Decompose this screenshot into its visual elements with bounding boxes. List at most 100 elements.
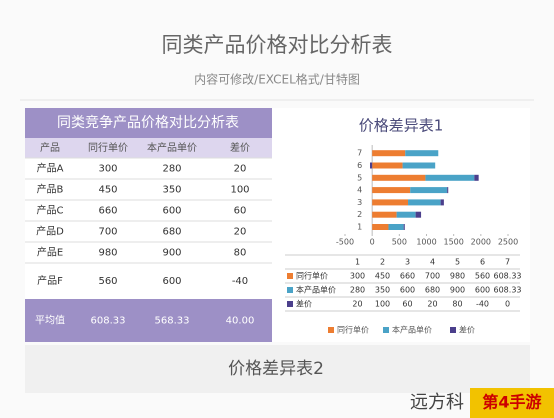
data-table-cell: 300 xyxy=(350,272,365,281)
data-table-cell: 600 xyxy=(475,286,490,295)
cell: 680 xyxy=(162,227,181,238)
bar xyxy=(402,162,436,169)
data-table-cell: 980 xyxy=(450,272,465,281)
cell: 660 xyxy=(98,206,117,217)
cell: 20 xyxy=(234,164,247,175)
bar xyxy=(369,162,373,169)
bar xyxy=(415,211,422,218)
legend-label: 本产品单价 xyxy=(392,325,432,335)
footer-cell: 608.33 xyxy=(91,316,126,327)
data-table-cell: 280 xyxy=(350,286,365,295)
bar xyxy=(408,199,441,206)
legend-key xyxy=(328,327,334,333)
data-table-cell: 600 xyxy=(400,286,415,295)
x-tick-label: 500 xyxy=(392,238,407,247)
cell: 280 xyxy=(162,164,181,175)
logo-box xyxy=(470,388,554,418)
watermark: 远方科 xyxy=(410,392,464,413)
data-table-header: 6 xyxy=(480,258,485,267)
cell: 产品B xyxy=(37,183,64,196)
data-table-header: 7 xyxy=(505,258,510,267)
cell: 20 xyxy=(234,227,247,238)
cell: 100 xyxy=(230,185,249,196)
bar xyxy=(403,224,405,230)
data-table-key xyxy=(287,287,293,293)
data-table-cell: 700 xyxy=(425,272,440,281)
footer-cell: 40.00 xyxy=(226,316,255,327)
data-table-cell: 560 xyxy=(475,272,490,281)
cell: 产品C xyxy=(37,204,64,217)
data-table-cell: -40 xyxy=(476,300,489,309)
bar xyxy=(440,199,444,206)
cell: 980 xyxy=(98,248,117,259)
table-title-band xyxy=(25,108,272,138)
section2-title: 价格差异表2 xyxy=(228,359,324,379)
data-table-cell: 100 xyxy=(375,300,390,309)
footer-cell: 568.33 xyxy=(155,316,190,327)
table-title: 同类竞争产品价格对比分析表 xyxy=(57,114,239,131)
cell: -40 xyxy=(232,276,248,287)
cell: 600 xyxy=(162,206,181,217)
data-table-header: 5 xyxy=(455,258,460,267)
bar xyxy=(372,162,403,169)
data-table-cell: 60 xyxy=(402,300,412,309)
data-table-cell: 900 xyxy=(450,286,465,295)
y-tick-label: 5 xyxy=(357,173,362,182)
section2-band xyxy=(25,345,530,393)
x-tick-label: 1000 xyxy=(416,238,436,247)
cell: 60 xyxy=(234,206,247,217)
cell: 80 xyxy=(234,248,247,259)
data-table-key xyxy=(287,273,293,279)
bar xyxy=(405,150,439,157)
bar xyxy=(388,224,404,230)
y-tick-label: 6 xyxy=(357,161,362,170)
cell: 600 xyxy=(162,276,181,287)
data-table-cell: 20 xyxy=(352,300,362,309)
bar xyxy=(425,174,475,181)
data-table-cell: 660 xyxy=(400,272,415,281)
y-tick-label: 1 xyxy=(357,223,362,232)
legend-label: 差价 xyxy=(459,325,475,335)
y-tick-label: 7 xyxy=(357,149,362,158)
cell: 产品A xyxy=(37,162,64,175)
bar xyxy=(372,174,426,181)
data-table-cell: 680 xyxy=(425,286,440,295)
data-table-cell: 350 xyxy=(375,286,390,295)
cell: 产品D xyxy=(36,225,64,238)
data-table-cell: 20 xyxy=(427,300,437,309)
data-table-header: 4 xyxy=(430,258,435,267)
cell: 700 xyxy=(98,227,117,238)
column-header: 同行单价 xyxy=(88,141,128,154)
cell: 产品F xyxy=(37,274,63,287)
chart-title: 价格差异表1 xyxy=(359,117,444,135)
data-table-cell: 608.33 xyxy=(494,272,522,281)
data-table-cell: 80 xyxy=(452,300,462,309)
data-table-header: 1 xyxy=(355,258,360,267)
legend-key xyxy=(383,327,389,333)
bar xyxy=(372,199,409,206)
cell: 350 xyxy=(162,185,181,196)
bar xyxy=(396,211,416,218)
bar xyxy=(372,211,397,218)
page-title: 同类产品价格对比分析表 xyxy=(162,33,393,57)
bar xyxy=(447,187,449,194)
legend-label: 同行单价 xyxy=(337,325,369,335)
table-footer-band xyxy=(25,299,272,342)
data-table-series: 同行单价 xyxy=(296,271,328,281)
x-tick-label: 1500 xyxy=(443,238,463,247)
bar xyxy=(372,224,389,230)
cell: 产品E xyxy=(37,246,63,259)
bar xyxy=(372,187,411,194)
bar xyxy=(474,174,479,181)
y-tick-label: 3 xyxy=(357,198,362,207)
data-table-key xyxy=(287,301,293,307)
data-table-cell: 450 xyxy=(375,272,390,281)
data-table-header: 2 xyxy=(380,258,385,267)
logo: 第4手游 xyxy=(482,393,541,412)
column-header: 产品 xyxy=(40,141,60,154)
x-tick-label: 0 xyxy=(370,238,375,247)
table-header-band xyxy=(25,138,272,158)
bar xyxy=(410,187,448,194)
y-tick-label: 2 xyxy=(357,210,362,219)
